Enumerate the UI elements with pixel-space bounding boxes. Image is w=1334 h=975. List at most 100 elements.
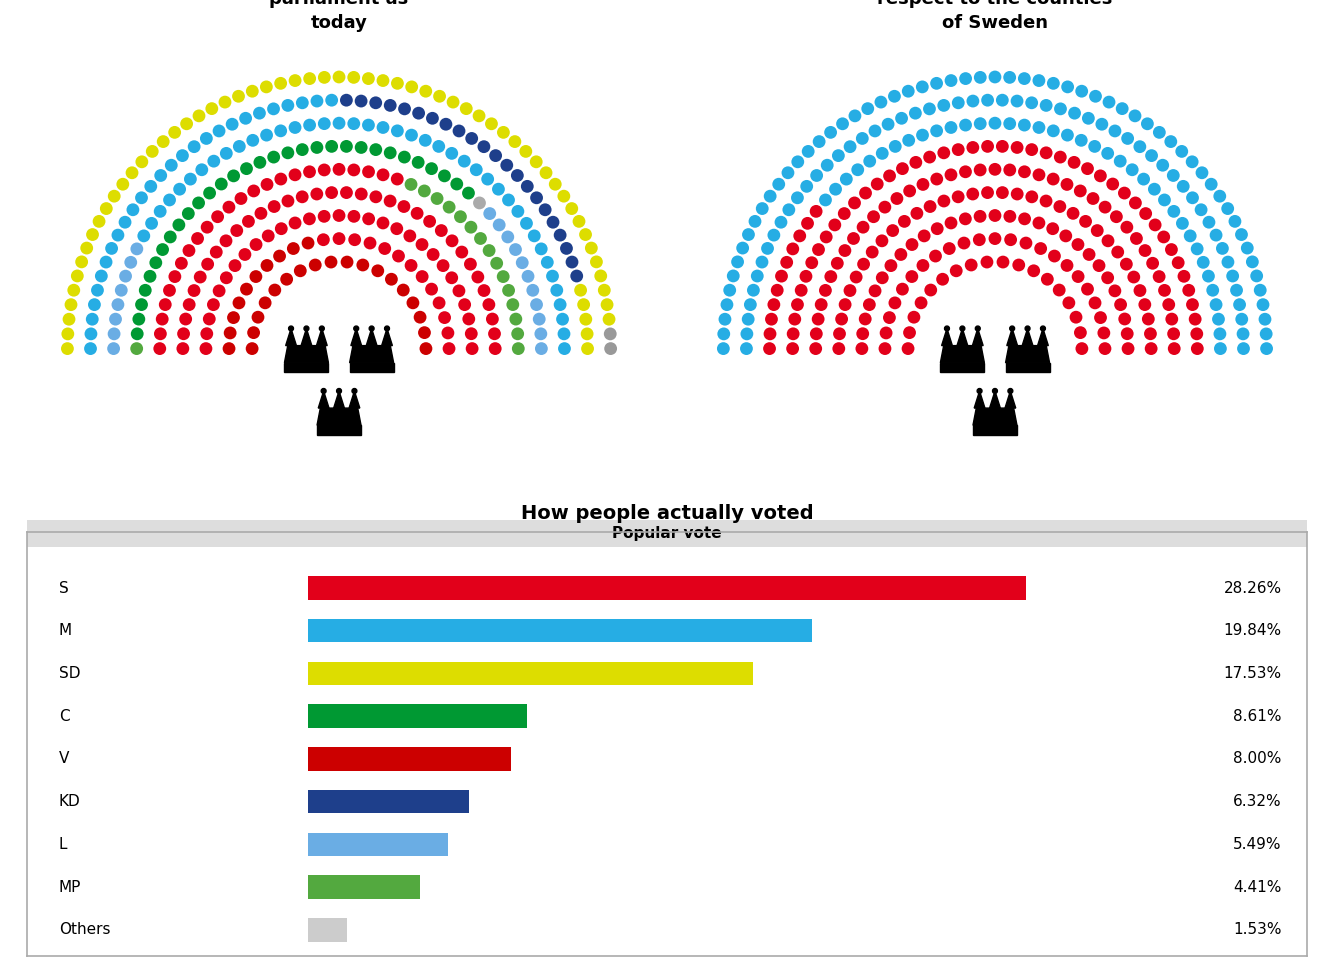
Point xyxy=(738,311,759,327)
Point xyxy=(820,269,842,285)
Point xyxy=(1037,271,1058,287)
Point xyxy=(1231,311,1253,327)
Bar xyxy=(308,576,1026,600)
Point xyxy=(462,131,483,146)
Point xyxy=(215,95,236,110)
Point xyxy=(1065,105,1086,121)
Point xyxy=(1070,325,1091,340)
Point xyxy=(184,138,205,154)
Point xyxy=(852,256,874,272)
Point xyxy=(135,283,156,298)
Point xyxy=(531,341,552,357)
Point xyxy=(919,101,940,117)
Point xyxy=(904,105,926,121)
Text: KD: KD xyxy=(59,795,80,809)
Point xyxy=(128,311,149,327)
Point xyxy=(486,255,507,271)
Point xyxy=(160,229,181,245)
Point xyxy=(1217,254,1238,270)
Point xyxy=(256,257,277,273)
Point xyxy=(313,69,335,85)
Bar xyxy=(308,833,448,856)
Point xyxy=(231,191,252,207)
Point xyxy=(292,95,313,110)
Point xyxy=(297,235,319,251)
Polygon shape xyxy=(284,345,328,363)
Point xyxy=(1231,227,1253,243)
Point xyxy=(1167,254,1189,270)
Point xyxy=(554,188,575,204)
Point xyxy=(894,214,915,229)
Point xyxy=(414,325,435,340)
Point xyxy=(63,283,84,298)
Point xyxy=(131,190,152,206)
Point xyxy=(107,296,128,312)
Point xyxy=(269,249,291,264)
Point xyxy=(427,191,448,207)
Point xyxy=(1062,206,1083,221)
Point xyxy=(442,145,463,161)
Point xyxy=(208,283,229,298)
Point xyxy=(256,128,277,143)
Point xyxy=(796,178,818,194)
Point xyxy=(882,222,903,238)
Point xyxy=(1097,270,1118,286)
Point xyxy=(1142,255,1163,271)
Point xyxy=(528,311,550,327)
Point xyxy=(851,131,872,146)
Point xyxy=(955,71,976,87)
Polygon shape xyxy=(1005,391,1015,409)
Point xyxy=(1114,185,1135,201)
Point xyxy=(474,138,495,154)
Point xyxy=(954,235,975,251)
Point xyxy=(999,69,1021,85)
Point xyxy=(216,145,237,161)
Point xyxy=(806,204,827,219)
Point xyxy=(806,168,827,183)
Point xyxy=(1082,191,1103,207)
Point xyxy=(1163,204,1185,219)
Point xyxy=(283,241,304,256)
Point xyxy=(219,199,240,214)
Point xyxy=(125,341,147,357)
Point xyxy=(859,153,880,169)
Point xyxy=(460,219,482,235)
Circle shape xyxy=(975,326,980,331)
Point xyxy=(727,254,748,270)
Point xyxy=(719,283,740,298)
Point xyxy=(844,195,866,211)
Text: S: S xyxy=(59,580,68,596)
Point xyxy=(336,254,358,270)
Point xyxy=(526,190,547,206)
Point xyxy=(1023,263,1045,279)
Point xyxy=(400,257,422,273)
Point xyxy=(926,172,947,187)
Circle shape xyxy=(304,326,309,331)
Point xyxy=(714,311,735,327)
Point xyxy=(1206,227,1227,243)
Point xyxy=(199,185,220,201)
Text: SD: SD xyxy=(59,666,80,681)
Point xyxy=(1105,283,1126,298)
Point xyxy=(1161,242,1182,257)
Point xyxy=(1226,283,1247,298)
Point xyxy=(235,247,256,262)
Point xyxy=(336,185,358,201)
Point xyxy=(460,326,482,341)
Point xyxy=(828,326,850,341)
Point xyxy=(466,162,487,177)
Point xyxy=(104,188,125,204)
Point xyxy=(414,183,435,199)
Point xyxy=(506,311,527,327)
Point xyxy=(127,326,148,341)
Point xyxy=(932,271,954,287)
Point xyxy=(1014,117,1035,133)
Point xyxy=(1153,229,1174,245)
Title: Swedish
parliament as
today: Swedish parliament as today xyxy=(269,0,408,32)
Point xyxy=(1133,172,1154,187)
Point xyxy=(580,240,602,255)
Point xyxy=(1066,309,1087,325)
Text: 4.41%: 4.41% xyxy=(1234,879,1282,895)
Point xyxy=(336,93,358,108)
Point xyxy=(149,341,171,357)
